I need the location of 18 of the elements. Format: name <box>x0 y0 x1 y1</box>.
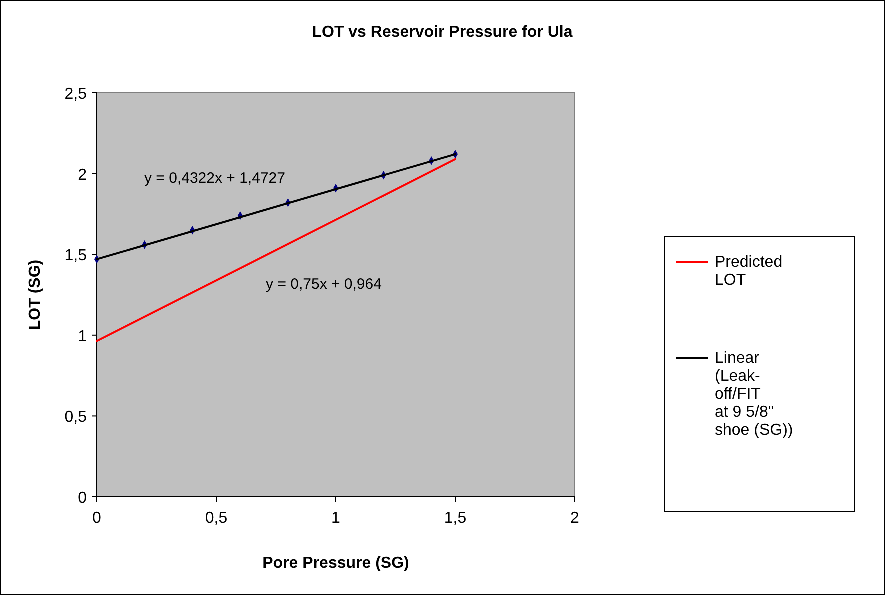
x-tick-label: 1,5 <box>444 510 467 527</box>
y-tick-label: 2 <box>78 166 88 184</box>
x-tick-label: 2 <box>570 510 580 527</box>
y-axis-title: LOT (SG) <box>27 260 44 330</box>
y-tick-label: 0,5 <box>64 409 88 426</box>
x-axis-title: Pore Pressure (SG) <box>262 555 410 572</box>
chart-title: LOT vs Reservoir Pressure for Ula <box>312 24 573 41</box>
legend-label: Predicted LOT <box>715 254 783 289</box>
legend-label: Linear (Leak-off/FIT at 9 5/8" shoe (SG)) <box>715 350 794 439</box>
x-tick-label: 1 <box>332 510 341 527</box>
y-tick-label: 1,5 <box>64 248 88 265</box>
y-tick-label: 0 <box>78 490 88 507</box>
x-tick-label: 0,5 <box>205 510 228 527</box>
y-tick-label: 1 <box>78 328 88 346</box>
annotation: y = 0,75x + 0,964 <box>266 276 382 293</box>
annotation: y = 0,4322x + 1,4727 <box>144 170 286 187</box>
y-tick-label: 2,5 <box>64 86 88 103</box>
x-tick-label: 0 <box>92 510 102 527</box>
